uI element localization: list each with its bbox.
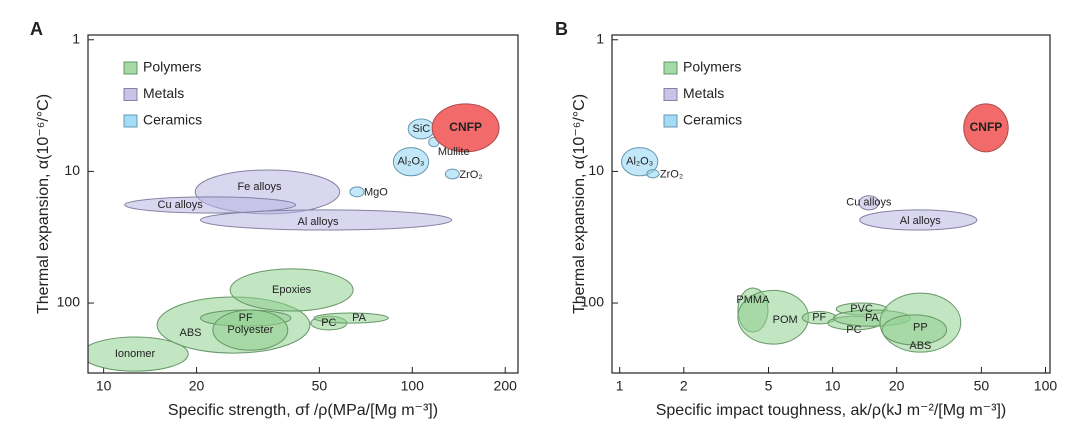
x-tick-label: 10 <box>825 378 841 394</box>
legend-label: Polymers <box>683 59 741 75</box>
material-label: PA <box>865 312 880 324</box>
material-label: SiC <box>412 123 430 135</box>
y-tick-label: 10 <box>64 162 80 178</box>
legend-swatch <box>123 61 138 75</box>
material-region <box>963 103 1009 153</box>
y-tick-label: 10 <box>588 162 604 178</box>
x-tick-label: 100 <box>401 378 425 394</box>
legend-label: Metals <box>683 85 724 101</box>
material-label: PA <box>352 312 367 324</box>
x-tick-label: 100 <box>1034 378 1058 394</box>
x-tick-label: 10 <box>96 378 112 394</box>
material-label: Al alloys <box>298 216 339 228</box>
y-axis-label: Thermal expansion, α(10⁻⁶/°C) <box>35 94 52 314</box>
material-label: MgO <box>364 187 388 199</box>
material-label: Mullite <box>438 146 470 158</box>
legend-swatch <box>663 114 678 128</box>
material-label: POM <box>773 314 798 326</box>
material-region <box>859 209 978 231</box>
plot-area <box>621 103 1009 353</box>
material-label: ABS <box>909 340 931 352</box>
material-label: Ionomer <box>115 348 156 360</box>
material-label: PF <box>812 312 826 324</box>
material-label: ABS <box>180 327 202 339</box>
material-region <box>621 147 659 177</box>
x-tick-label: 50 <box>974 378 990 394</box>
material-label: Al alloys <box>900 215 941 227</box>
material-region <box>431 103 500 153</box>
material-region <box>646 169 660 179</box>
panel: A 10 20 50 100 200 1 10 100 Specific strength, σf… <box>30 19 519 419</box>
y-tick-label: 100 <box>581 294 605 310</box>
legend-swatch <box>123 114 138 128</box>
material-label: ZrO₂ <box>660 169 683 181</box>
material-region <box>88 336 189 372</box>
x-tick-label: 50 <box>312 378 328 394</box>
material-label: PVC <box>850 303 873 315</box>
material-region <box>313 312 389 324</box>
plot-frame <box>87 34 519 374</box>
material-label: PC <box>846 324 861 336</box>
legend-swatch <box>123 88 138 101</box>
material-label: Cu alloys <box>158 199 204 211</box>
material-label: ZrO₂ <box>459 169 482 181</box>
y-axis-label: Thermal expansion, α(10⁻⁶/°C) <box>571 94 588 314</box>
material-label: PP <box>913 322 928 334</box>
x-tick-label: 5 <box>765 378 773 394</box>
material-label: PC <box>321 317 336 329</box>
material-label: CNFP <box>449 120 482 134</box>
y-tick-label: 1 <box>596 30 604 46</box>
material-label: Cu alloys <box>846 197 892 209</box>
x-tick-label: 2 <box>680 378 688 394</box>
x-axis-label: Specific strength, σf /ρ(MPa/[Mg m⁻³]) <box>168 402 438 419</box>
material-label: PMMA <box>736 294 770 306</box>
material-region <box>349 186 365 198</box>
material-region <box>444 168 460 180</box>
material-label: Polyester <box>227 324 273 336</box>
material-region <box>881 314 948 346</box>
plot-area <box>88 103 500 372</box>
x-tick-label: 1 <box>616 378 624 394</box>
material-region <box>858 195 880 211</box>
legend-label: Ceramics <box>683 112 742 128</box>
y-tick-label: 1 <box>72 30 80 46</box>
legend-swatch <box>663 88 678 101</box>
legend-label: Ceramics <box>143 112 202 128</box>
material-label: CNFP <box>970 120 1003 134</box>
x-tick-label: 20 <box>189 378 205 394</box>
material-region <box>229 268 354 312</box>
legend-label: Metals <box>143 85 184 101</box>
plot-frame <box>611 34 1051 374</box>
x-axis-label: Specific impact toughness, ak/ρ(kJ m⁻²/[… <box>656 402 1007 419</box>
material-label: PF <box>239 312 253 324</box>
material-region <box>212 309 289 351</box>
material-region <box>124 196 297 214</box>
material-label: Epoxies <box>272 284 312 296</box>
x-tick-label: 200 <box>494 378 518 394</box>
material-label: Fe alloys <box>237 181 282 193</box>
panel: B 1 2 5 10 20 50 100 1 10 100 Specific impact tough… <box>555 19 1057 419</box>
legend-swatch <box>663 61 678 75</box>
material-region <box>392 147 430 177</box>
material-label: Al₂O₃ <box>626 156 653 168</box>
material-region <box>200 209 453 231</box>
legend-label: Polymers <box>143 59 201 75</box>
x-tick-label: 20 <box>889 378 905 394</box>
panel-label: A <box>30 19 43 39</box>
panel-label: B <box>555 19 568 39</box>
material-label: Al₂O₃ <box>397 156 424 168</box>
y-tick-label: 100 <box>57 294 81 310</box>
